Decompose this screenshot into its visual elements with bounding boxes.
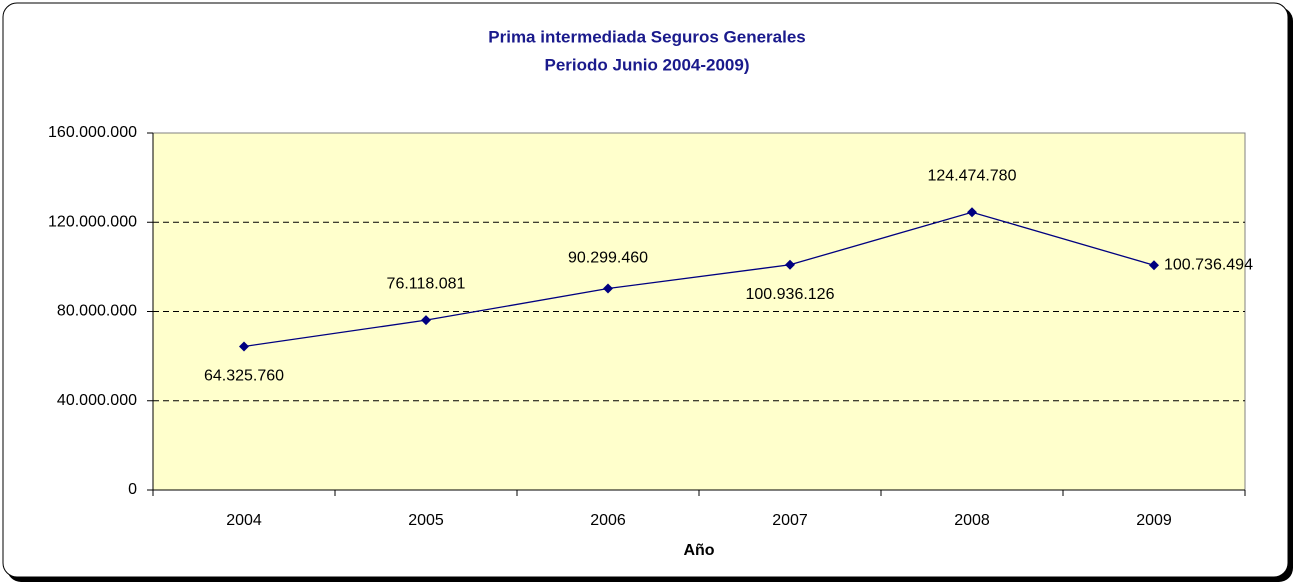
x-tick-label: 2008 bbox=[954, 512, 990, 529]
data-label: 76.118.081 bbox=[387, 275, 466, 292]
point bbox=[603, 283, 613, 294]
point bbox=[421, 315, 431, 326]
y-tick-label: 80.000.000 bbox=[57, 303, 137, 320]
x-tick-label: 2004 bbox=[226, 512, 262, 529]
x-tick-label: 2009 bbox=[1136, 512, 1172, 529]
data-label: 124.474.780 bbox=[928, 167, 1017, 184]
line bbox=[243, 211, 1155, 348]
chart-subtitle: Periodo Junio 2004-2009) bbox=[544, 55, 749, 74]
x-tick-label: 2006 bbox=[590, 512, 626, 529]
y-tick-label: 0 bbox=[128, 481, 137, 498]
y-tick-label: 160.000.000 bbox=[48, 124, 137, 141]
chart-title: Prima intermediada Seguros Generales bbox=[488, 27, 805, 46]
data-label: 64.325.760 bbox=[204, 368, 284, 385]
point bbox=[1149, 260, 1159, 271]
data-label: 100.936.126 bbox=[746, 286, 835, 303]
point bbox=[239, 341, 249, 352]
point bbox=[967, 207, 977, 218]
data-label: 90.299.460 bbox=[568, 250, 648, 267]
y-tick-label: 40.000.000 bbox=[57, 392, 137, 409]
x-axis-label: Año bbox=[683, 542, 714, 559]
x-tick-label: 2007 bbox=[772, 512, 808, 529]
data-label: 100.736.494 bbox=[1164, 256, 1253, 273]
y-tick-label: 120.000.000 bbox=[48, 213, 137, 230]
point bbox=[785, 259, 795, 270]
x-tick-label: 2005 bbox=[408, 512, 444, 529]
